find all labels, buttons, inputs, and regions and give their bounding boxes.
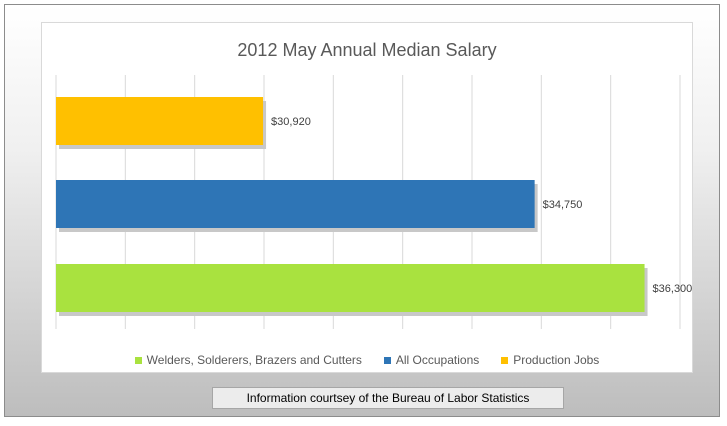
legend-label-welders: Welders, Solderers, Brazers and Cutters <box>146 353 362 367</box>
bar-chart: $30,920 $34,750 $36,300 <box>55 75 693 329</box>
plot-area: 2012 May Annual Median Salary $30,920 $34… <box>41 22 693 373</box>
chart-frame: 2012 May Annual Median Salary $30,920 $34… <box>4 4 720 417</box>
data-label-welders: $36,300 <box>653 283 693 295</box>
legend-item-all-occupations: All Occupations <box>383 353 480 367</box>
legend-label-production-jobs: Production Jobs <box>513 353 600 367</box>
legend-swatch-all-occupations <box>383 356 391 364</box>
legend-item-production-jobs: Production Jobs <box>501 353 599 367</box>
legend-item-welders: Welders, Solderers, Brazers and Cutters <box>134 353 362 367</box>
legend: Welders, Solderers, Brazers and Cutters … <box>42 353 692 367</box>
legend-swatch-production-jobs <box>501 356 509 364</box>
data-label-all-occupations: $34,750 <box>543 199 583 211</box>
bar-welders <box>56 264 645 312</box>
source-note: Information courtsey of the Bureau of La… <box>212 387 564 409</box>
legend-label-all-occupations: All Occupations <box>395 353 480 367</box>
data-label-production-jobs: $30,920 <box>271 116 311 128</box>
bar-production-jobs <box>56 97 264 145</box>
bar-all-occupations <box>56 180 535 228</box>
legend-swatch-welders <box>134 356 142 364</box>
chart-title: 2012 May Annual Median Salary <box>237 40 497 60</box>
